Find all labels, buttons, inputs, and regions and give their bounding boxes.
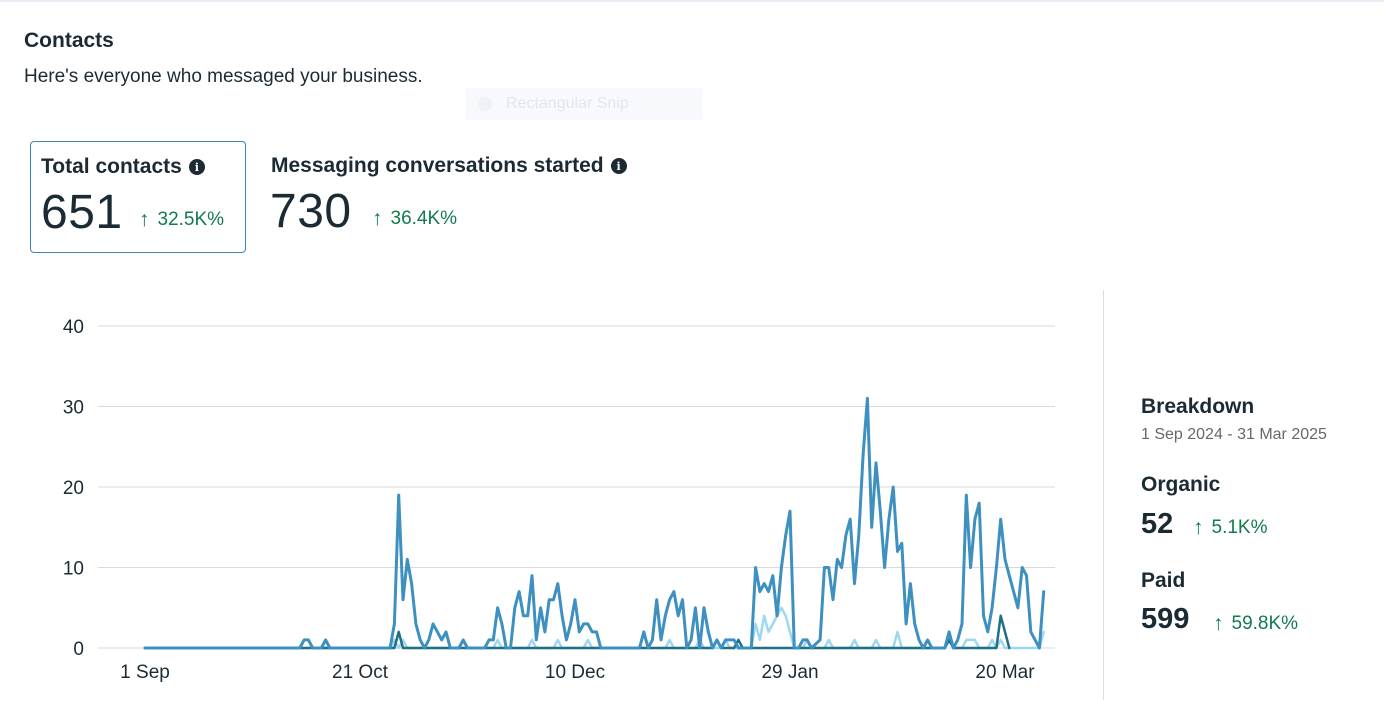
conversations-label-row: Messaging conversations started i [271,154,627,178]
series-line-total[interactable] [143,396,1046,650]
organic-change: ↑ 5.1K% [1193,516,1267,540]
contacts-line-chart[interactable]: 0 10 20 30 40 1 Sep 21 Oct 10 Dec 29 Jan 20 Mar [0,290,1090,700]
info-icon[interactable]: i [188,159,205,175]
x-tick-label: 1 Sep [120,662,170,683]
x-tick-label: 20 Mar [975,662,1035,683]
y-tick-label: 20 [63,478,84,499]
top-border [0,0,1384,2]
chart-x-ticks: 1 Sep 21 Oct 10 Dec 29 Jan 20 Mar [120,662,1035,683]
series-line-paid[interactable] [143,614,1011,650]
conversations-started-label: Messaging conversations started [271,154,604,177]
organic-change-value: 5.1K% [1211,517,1268,538]
total-contacts-change: ↑ 32.5K% [139,208,224,232]
chart-y-ticks: 0 10 20 30 40 [63,317,84,660]
paid-label: Paid [1141,569,1186,592]
x-tick-label: 10 Dec [545,662,605,683]
snip-label: Rectangular Snip [506,95,629,112]
arrow-up-icon: ↑ [1213,612,1224,635]
arrow-up-icon: ↑ [139,208,150,231]
paid-change-value: 59.8K% [1231,613,1299,634]
breakdown-date-range: 1 Sep 2024 - 31 Mar 2025 [1141,426,1327,443]
total-contacts-label: Total contacts [41,155,182,178]
total-contacts-value: 651 [41,186,123,239]
x-tick-label: 29 Jan [761,662,818,683]
breakdown-title: Breakdown [1141,395,1255,418]
total-contacts-change-value: 32.5K% [157,209,225,230]
organic-label: Organic [1141,473,1221,496]
info-icon[interactable]: i [610,158,627,174]
chart-series [143,396,1046,650]
y-tick-label: 0 [73,639,84,660]
series-line-organic[interactable] [143,606,1045,650]
snip-icon [478,97,492,111]
total-contacts-card[interactable]: Total contacts i 651 ↑ 32.5K% [30,141,246,253]
page-title: Contacts [24,29,114,52]
total-contacts-label-row: Total contacts i [41,155,205,179]
y-tick-label: 40 [63,317,84,338]
arrow-up-icon: ↑ [1193,516,1204,539]
conversations-started-card[interactable]: Messaging conversations started i 730 ↑ … [262,141,682,253]
x-tick-label: 21 Oct [332,662,389,683]
page-subtitle: Here's everyone who messaged your busine… [24,66,423,87]
paid-value: 599 [1141,603,1190,635]
conversations-started-change: ↑ 36.4K% [372,207,457,231]
arrow-up-icon: ↑ [372,207,383,230]
y-tick-label: 30 [63,398,84,419]
conversations-started-change-value: 36.4K% [390,208,458,229]
conversations-started-value: 730 [270,185,352,238]
panel-divider [1103,290,1104,700]
organic-value: 52 [1141,508,1174,540]
paid-change: ↑ 59.8K% [1213,612,1298,636]
snip-overlay: Rectangular Snip [466,88,702,120]
y-tick-label: 10 [63,559,84,580]
